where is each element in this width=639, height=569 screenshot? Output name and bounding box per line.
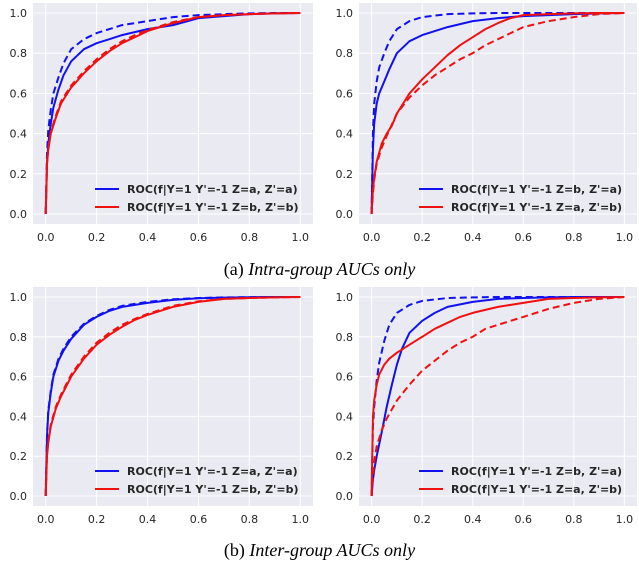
y-tick-label: 0.6 — [336, 371, 354, 384]
x-tick-label: 0.8 — [241, 231, 259, 244]
y-tick-label: 1.0 — [336, 291, 354, 304]
legend-label: ROC(f|Y=1 Y'=-1 Z=a, Z'=b) — [451, 483, 622, 496]
y-tick-label: 0.8 — [336, 47, 354, 60]
x-tick-label: 1.0 — [616, 231, 634, 244]
roc-curve-red-dashed — [370, 296, 625, 497]
plot-area — [33, 3, 313, 224]
y-tick-label: 0.6 — [336, 87, 354, 100]
plot-area — [33, 287, 313, 506]
caption-a-label: (a) — [223, 259, 244, 279]
roc-curve-blue-dashed — [370, 12, 625, 215]
x-tick-label: 0.0 — [37, 231, 55, 244]
x-tick-label: 0.2 — [413, 231, 431, 244]
y-tick-label: 1.0 — [10, 7, 28, 20]
roc-curve-red-dashed — [44, 12, 301, 215]
x-tick-label: 0.6 — [515, 231, 533, 244]
caption-b: (b) Inter-group AUCs only — [0, 540, 639, 561]
caption-b-label: (b) — [223, 540, 245, 560]
y-tick-label: 0.0 — [336, 208, 354, 221]
x-tick-label: 0.2 — [413, 513, 431, 526]
y-tick-label: 0.4 — [10, 410, 28, 423]
x-tick-label: 0.2 — [88, 231, 106, 244]
y-tick-label: 1.0 — [10, 291, 28, 304]
y-tick-label: 0.0 — [10, 490, 28, 503]
x-tick-label: 0.6 — [190, 231, 208, 244]
legend-label: ROC(f|Y=1 Y'=-1 Z=b, Z'=a) — [451, 465, 622, 478]
legend-label: ROC(f|Y=1 Y'=-1 Z=b, Z'=a) — [451, 183, 622, 196]
legend: ROC(f|Y=1 Y'=-1 Z=b, Z'=a) ROC(f|Y=1 Y'=-… — [419, 183, 622, 214]
y-tick-label: 0.8 — [10, 331, 28, 344]
plot-area — [359, 287, 637, 506]
y-tick-label: 0.0 — [10, 208, 28, 221]
legend-label: ROC(f|Y=1 Y'=-1 Z=a, Z'=a) — [127, 465, 298, 478]
x-tick-label: 0.2 — [88, 513, 106, 526]
y-tick-label: 0.8 — [336, 331, 354, 344]
roc-panel-1: 0.0 0.2 0.4 0.6 0.8 1.0 0.0 0.2 0.4 0.6 0.8 1.0 ROC(… — [10, 3, 313, 244]
legend-label: ROC(f|Y=1 Y'=-1 Z=b, Z'=b) — [127, 483, 299, 496]
roc-panel-4: 0.0 0.2 0.4 0.6 0.8 1.0 0.0 0.2 0.4 0.6 0.8 1.0 ROC(… — [336, 287, 637, 526]
roc-panel-2: 0.0 0.2 0.4 0.6 0.8 1.0 0.0 0.2 0.4 0.6 0.8 1.0 ROC(… — [336, 3, 637, 244]
caption-a: (a) Intra-group AUCs only — [0, 259, 639, 280]
caption-a-text: Intra-group AUCs only — [248, 259, 416, 279]
x-tick-label: 0.4 — [464, 231, 482, 244]
legend-label: ROC(f|Y=1 Y'=-1 Z=b, Z'=b) — [127, 201, 299, 214]
x-tick-label: 0.4 — [139, 513, 157, 526]
y-tick-label: 0.4 — [336, 410, 354, 423]
roc-curve-blue-solid — [370, 296, 625, 497]
legend-label: ROC(f|Y=1 Y'=-1 Z=a, Z'=b) — [451, 201, 622, 214]
y-tick-label: 0.6 — [10, 87, 28, 100]
x-tick-label: 0.4 — [464, 513, 482, 526]
legend: ROC(f|Y=1 Y'=-1 Z=b, Z'=a) ROC(f|Y=1 Y'=-… — [419, 465, 622, 496]
x-tick-label: 1.0 — [292, 231, 310, 244]
x-tick-label: 0.6 — [515, 513, 533, 526]
x-tick-label: 0.0 — [37, 513, 55, 526]
y-tick-label: 0.2 — [336, 168, 354, 181]
y-tick-label: 0.8 — [10, 47, 28, 60]
caption-b-text: Inter-group AUCs only — [249, 540, 416, 560]
x-tick-label: 0.4 — [139, 231, 157, 244]
y-tick-label: 0.4 — [336, 128, 354, 141]
y-tick-label: 0.0 — [336, 490, 354, 503]
legend: ROC(f|Y=1 Y'=-1 Z=a, Z'=a) ROC(f|Y=1 Y'=-… — [95, 183, 299, 214]
x-tick-label: 1.0 — [292, 513, 310, 526]
x-tick-label: 0.6 — [190, 513, 208, 526]
x-tick-label: 0.8 — [565, 513, 583, 526]
y-tick-label: 0.2 — [336, 450, 354, 463]
legend: ROC(f|Y=1 Y'=-1 Z=a, Z'=a) ROC(f|Y=1 Y'=-… — [95, 465, 299, 496]
legend-label: ROC(f|Y=1 Y'=-1 Z=a, Z'=a) — [127, 183, 298, 196]
roc-curve-red-dashed — [44, 296, 301, 497]
x-tick-label: 0.8 — [565, 231, 583, 244]
x-tick-label: 0.0 — [363, 513, 381, 526]
roc-curve-blue-dashed — [44, 296, 301, 497]
roc-panel-3: 0.0 0.2 0.4 0.6 0.8 1.0 0.0 0.2 0.4 0.6 0.8 1.0 ROC(… — [10, 287, 313, 526]
x-tick-label: 0.8 — [241, 513, 259, 526]
roc-curve-red-solid — [370, 296, 625, 497]
roc-curve-red-dashed — [370, 12, 625, 215]
y-tick-label: 0.4 — [10, 128, 28, 141]
y-tick-label: 0.2 — [10, 168, 28, 181]
x-tick-label: 0.0 — [363, 231, 381, 244]
y-tick-label: 1.0 — [336, 7, 354, 20]
x-tick-label: 1.0 — [616, 513, 634, 526]
y-tick-label: 0.6 — [10, 371, 28, 384]
y-tick-label: 0.2 — [10, 450, 28, 463]
